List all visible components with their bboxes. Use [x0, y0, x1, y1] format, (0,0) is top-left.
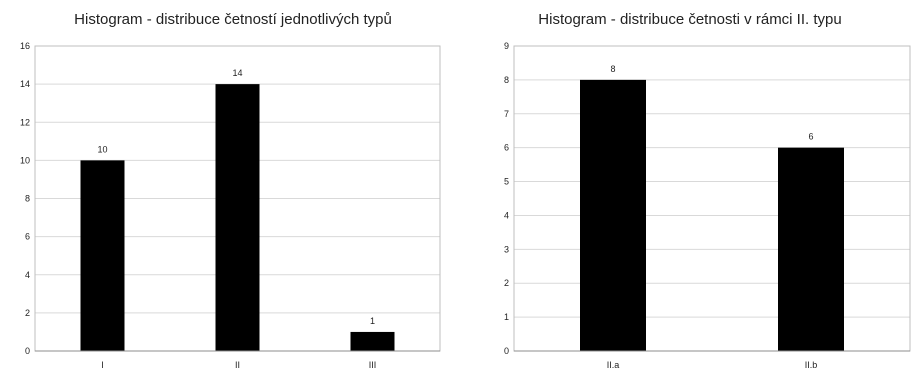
- y-tick-label: 16: [20, 41, 30, 51]
- y-tick-label: 9: [504, 41, 509, 51]
- chart-title: Histogram - distribuce četností jednotli…: [74, 11, 392, 28]
- data-label: 1: [370, 316, 375, 326]
- bar-i: [80, 160, 125, 351]
- x-tick-label: II.a: [607, 360, 620, 370]
- y-tick-label: 2: [504, 278, 509, 288]
- y-tick-label: 6: [504, 143, 509, 153]
- y-tick-label: 4: [504, 210, 509, 220]
- y-tick-label: 3: [504, 244, 509, 254]
- y-tick-label: 1: [504, 312, 509, 322]
- y-tick-label: 4: [25, 270, 30, 280]
- x-tick-label: II: [235, 360, 240, 370]
- y-tick-label: 12: [20, 117, 30, 127]
- y-tick-label: 8: [25, 194, 30, 204]
- data-label: 10: [97, 144, 107, 154]
- y-tick-label: 7: [504, 109, 509, 119]
- y-tick-label: 5: [504, 177, 509, 187]
- chart-type-ii-frequency: Histogram - distribuce četnosti v rámci …: [504, 11, 911, 370]
- data-label: 14: [232, 68, 242, 78]
- x-tick-label: I: [101, 360, 104, 370]
- data-label: 6: [808, 132, 813, 142]
- bar-iii: [350, 331, 395, 351]
- y-tick-label: 8: [504, 75, 509, 85]
- x-tick-label: II.b: [805, 360, 818, 370]
- bar-ii: [215, 84, 260, 351]
- y-tick-label: 10: [20, 155, 30, 165]
- y-tick-label: 14: [20, 79, 30, 89]
- plot-area: 0 1 2 3 4 5 6 7 8 9 8 II.a 6 II.b: [504, 41, 911, 370]
- data-label: 8: [610, 64, 615, 74]
- bar-iib: [778, 147, 844, 351]
- x-tick-label: III: [369, 360, 377, 370]
- plot-frame: [513, 45, 911, 352]
- bar-iia: [580, 79, 646, 351]
- y-tick-label: 0: [25, 346, 30, 356]
- chart-title: Histogram - distribuce četnosti v rámci …: [538, 11, 841, 28]
- y-tick-label: 2: [25, 308, 30, 318]
- chart-type-frequency: Histogram - distribuce četností jednotli…: [20, 11, 441, 370]
- plot-area: 0 2 4 6 8 10 12 14 16 10 I 14 II 1 III: [20, 41, 441, 370]
- y-tick-label: 0: [504, 346, 509, 356]
- y-tick-label: 6: [25, 232, 30, 242]
